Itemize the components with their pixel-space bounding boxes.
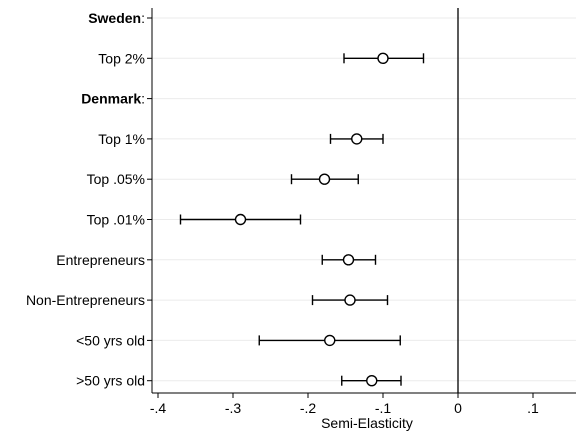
x-tick-label: -.1 xyxy=(375,400,392,416)
x-axis-ticks: -.4 -.3 -.2 -.1 0 .1 xyxy=(147,17,539,416)
row-label: Top .05% xyxy=(87,171,145,187)
axes xyxy=(151,8,576,394)
x-axis-title: Semi-Elasticity xyxy=(321,415,413,431)
x-tick-label: -.2 xyxy=(300,400,317,416)
row-label: Entrepreneurs xyxy=(56,252,145,268)
point-estimate xyxy=(324,334,336,347)
point-estimate xyxy=(377,52,389,64)
row-labels: Sweden: Top 2% Denmark: Top 1% Top .05% Top .… xyxy=(26,10,145,389)
group-header-label: Denmark: xyxy=(81,91,145,107)
point-estimate xyxy=(366,375,378,387)
x-tick-label: -.4 xyxy=(150,400,167,416)
x-tick-label: .1 xyxy=(527,400,539,416)
row-label: >50 yrs old xyxy=(76,373,145,389)
row-label: Top .01% xyxy=(87,212,145,228)
gridlines xyxy=(152,17,576,382)
x-tick-label: 0 xyxy=(454,400,462,416)
row-label: Non-Entrepreneurs xyxy=(26,292,145,308)
point-estimate xyxy=(344,294,356,306)
row-label: Top 2% xyxy=(98,50,145,66)
point-estimate xyxy=(234,213,247,226)
point-estimate xyxy=(342,254,355,266)
row-label: <50 yrs old xyxy=(76,332,145,348)
group-header-label: Sweden: xyxy=(88,10,145,26)
estimates xyxy=(179,52,425,387)
point-estimate xyxy=(318,173,331,185)
point-estimate xyxy=(351,133,363,145)
row-label: Top 1% xyxy=(98,131,145,147)
x-tick-label: -.3 xyxy=(225,400,242,416)
